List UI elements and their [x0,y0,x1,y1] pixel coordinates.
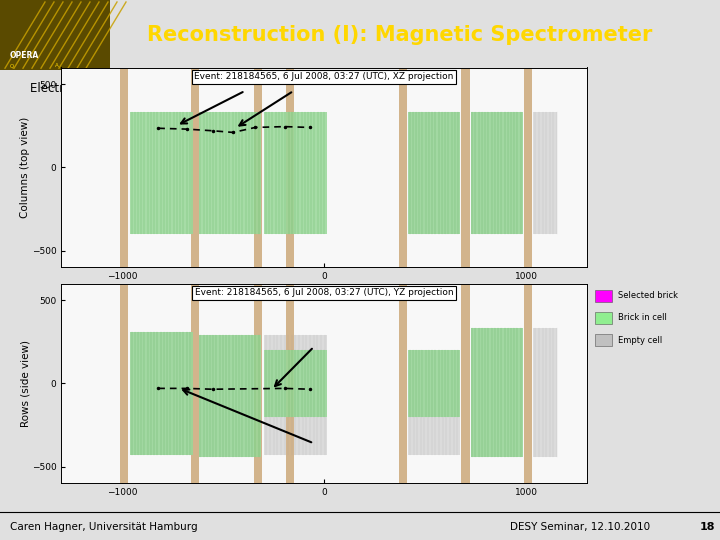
Bar [534,112,557,234]
Bar [595,289,612,302]
Bar [471,328,523,457]
Bar [191,284,199,483]
Y-axis label: Rows (side view): Rows (side view) [20,340,30,427]
Bar [286,68,294,267]
Bar [0,0,110,70]
Bar [595,334,612,346]
Text: Brick in cell: Brick in cell [618,313,667,322]
Bar [408,112,461,234]
Text: Reconstruction (I): Magnetic Spectrometer: Reconstruction (I): Magnetic Spectromete… [148,25,653,45]
Text: DESY Seminar, 12.10.2010: DESY Seminar, 12.10.2010 [510,522,650,532]
Bar [120,68,128,267]
Text: 18: 18 [700,522,716,532]
Text: Event: 218184565, 6 Jul 2008, 03:27 (UTC), XZ projection: Event: 218184565, 6 Jul 2008, 03:27 (UTC… [194,72,454,82]
Text: A: A [55,63,59,68]
Text: OPERA: OPERA [10,51,40,60]
Text: Track identified as a muon (P=3.394 GeV/c): Track identified as a muon (P=3.394 GeV/… [293,446,567,458]
Bar [399,68,407,267]
Bar [264,112,327,234]
Bar [524,68,532,267]
Text: Q: Q [10,63,14,68]
Bar [191,68,199,267]
Bar [462,284,469,483]
Bar [264,350,327,417]
Y-axis label: Columns (top view): Columns (top view) [20,117,30,218]
Text: Event: 218184565, 6 Jul 2008, 03:27 (UTC), YZ projection: Event: 218184565, 6 Jul 2008, 03:27 (UTC… [194,288,454,298]
Text: Caren Hagner, Universität Hamburg: Caren Hagner, Universität Hamburg [10,522,197,532]
Bar [264,335,327,455]
Text: Electronic data (Target Tracker & Muon spectrometer): Electronic data (Target Tracker & Muon s… [30,82,347,95]
Bar [471,112,523,234]
Text: Selected brick: Selected brick [618,291,678,300]
Bar [462,68,469,267]
Bar [408,112,461,234]
Bar [595,312,612,324]
Bar [399,284,407,483]
Bar [120,284,128,483]
Bar [254,284,262,483]
Bar [130,332,192,455]
Bar [254,68,262,267]
Bar [408,350,461,455]
Bar [524,284,532,483]
Bar [199,335,261,457]
Bar [286,284,294,483]
Bar [130,112,192,234]
Bar [471,112,523,234]
Bar [408,350,461,417]
Text: Empty cell: Empty cell [618,336,662,345]
Bar [534,328,557,457]
Bar [199,335,261,457]
Bar [130,332,192,455]
Bar [471,328,523,457]
Bar [199,112,261,234]
